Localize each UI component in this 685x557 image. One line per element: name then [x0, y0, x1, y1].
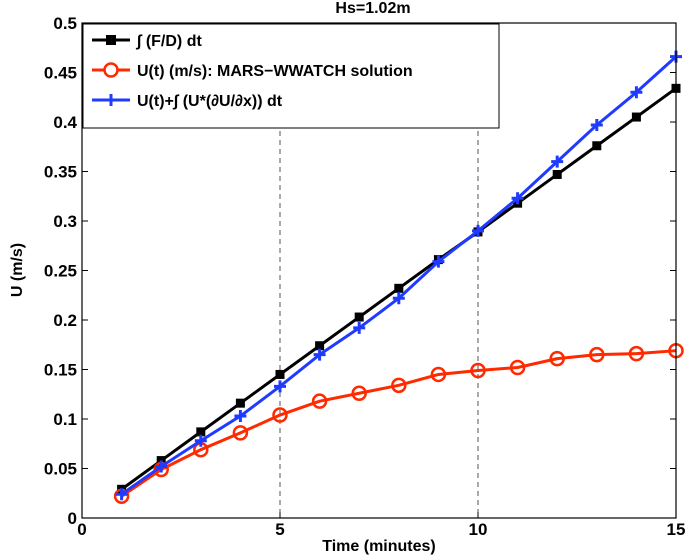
legend-item-mars-wwatch: U(t) (m/s): MARS−WWATCH solution [92, 62, 413, 80]
series-2 [115, 50, 682, 501]
data-point [155, 460, 168, 473]
data-point [430, 366, 447, 383]
data-point [511, 192, 524, 205]
data-point [628, 345, 645, 362]
legend-marker-advection-integral [105, 94, 117, 106]
y-tick-label: 0.2 [53, 311, 77, 330]
data-point [391, 377, 407, 394]
data-point [115, 488, 128, 501]
data-point [234, 410, 247, 423]
legend-item-advection-integral: U(t)+∫ (U*(∂U/∂x)) dt [92, 93, 283, 110]
data-point [472, 224, 484, 237]
x-tick-labels: 0 5 10 15 [77, 520, 685, 539]
y-tick-label: 0.45 [44, 64, 77, 83]
legend-label-integral-fd: ∫ (F/D) dt [135, 33, 202, 50]
y-tick-label: 0.3 [53, 212, 77, 231]
data-point [313, 348, 326, 361]
data-point [630, 86, 643, 99]
tick-marks [81, 22, 677, 519]
data-point [315, 341, 325, 351]
data-point [353, 321, 366, 334]
x-tick-label: 10 [469, 520, 488, 539]
legend-marker-mars-wwatch [103, 62, 119, 78]
legend: ∫ (F/D) dt U(t) (m/s): MARS−WWATCH solut… [82, 23, 500, 129]
data-point [275, 369, 285, 379]
data-point [549, 350, 565, 367]
y-tick-label: 0.25 [44, 262, 77, 281]
data-point [274, 380, 286, 393]
y-tick-label: 0.1 [53, 410, 77, 429]
data-point [394, 283, 404, 293]
legend-box [82, 23, 500, 129]
chart-title: Hs=1.02m [335, 0, 410, 17]
data-point [470, 362, 486, 379]
data-point [509, 359, 526, 376]
data-point [272, 407, 288, 423]
data-point [589, 346, 605, 363]
y-tick-label: 0.05 [44, 460, 77, 479]
series-line [120, 349, 677, 498]
data-point [235, 398, 245, 408]
data-point [552, 169, 562, 179]
legend-marker-integral-fd [106, 35, 116, 45]
data-point [232, 425, 249, 441]
data-point [392, 292, 405, 305]
x-tick-label: 15 [667, 520, 685, 539]
data-point [354, 312, 364, 322]
y-axis-label: U (m/s) [9, 243, 26, 297]
y-tick-label: 0.5 [53, 14, 77, 33]
data-point [592, 141, 602, 151]
legend-item-integral-fd: ∫ (F/D) dt [92, 33, 202, 50]
data-point [196, 427, 206, 437]
legend-label-advection-integral: U(t)+∫ (U*(∂U/∂x)) dt [137, 93, 283, 110]
x-tick-label: 5 [275, 520, 284, 539]
x-tick-label: 0 [77, 520, 86, 539]
y-tick-label: 0 [68, 509, 77, 528]
data-point [351, 385, 367, 402]
data-point [194, 434, 207, 447]
data-point [631, 112, 641, 122]
y-tick-labels: 0 0.05 0.1 0.15 0.2 0.25 0.3 0.35 0.4 0.45 0.5 [44, 14, 78, 528]
y-tick-label: 0.15 [44, 361, 77, 380]
y-tick-label: 0.35 [44, 163, 77, 182]
data-point [311, 393, 328, 409]
legend-label-mars-wwatch: U(t) (m/s): MARS−WWATCH solution [137, 63, 413, 80]
y-tick-label: 0.4 [53, 113, 77, 132]
data-point [590, 118, 603, 131]
x-axis-label: Time (minutes) [322, 538, 436, 555]
data-point [432, 255, 445, 268]
data-point [551, 155, 564, 168]
